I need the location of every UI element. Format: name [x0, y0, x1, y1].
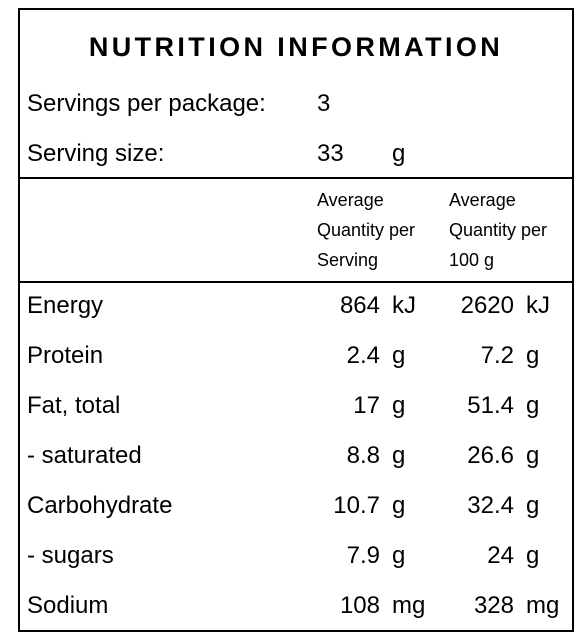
- per-100g-unit: g: [526, 442, 540, 469]
- servings-value: 3: [317, 90, 331, 117]
- per-serving-value: 7.9: [346, 542, 380, 569]
- per-100g-unit: g: [526, 342, 540, 369]
- per-serving-unit: mg: [392, 592, 426, 619]
- serving-size-label: Serving size:: [27, 140, 165, 167]
- per-serving-value: 864: [339, 292, 380, 319]
- servings-label: Servings per package:: [27, 90, 266, 117]
- nutrient-name: Protein: [27, 342, 104, 369]
- per-serving-unit: g: [392, 442, 406, 469]
- per-100g-value: 24: [487, 542, 514, 569]
- per-100g-unit: g: [526, 492, 540, 519]
- per-100g-value: 51.4: [467, 392, 514, 419]
- nutrient-name: Fat, total: [27, 392, 121, 419]
- nutrient-name: Carbohydrate: [27, 492, 173, 519]
- title: NUTRITION INFORMATION: [88, 32, 504, 62]
- per-serving-unit: g: [392, 392, 406, 419]
- serving-size-value: 33: [317, 140, 344, 167]
- per-100g-value: 26.6: [467, 442, 514, 469]
- divider: [20, 281, 572, 283]
- nutrition-panel: NUTRITION INFORMATION Servings per packa…: [18, 8, 574, 632]
- divider: [20, 177, 572, 179]
- per-100g-unit: kJ: [526, 292, 550, 319]
- per-serving-unit: g: [392, 342, 406, 369]
- per-serving-value: 2.4: [346, 342, 380, 369]
- per-serving-value: 17: [353, 392, 380, 419]
- serving-size-unit: g: [392, 140, 406, 167]
- per-100g-unit: g: [526, 392, 540, 419]
- column-header: Average Quantity per 100 g: [449, 190, 548, 270]
- per-serving-value: 8.8: [346, 442, 380, 469]
- per-serving-unit: kJ: [392, 292, 416, 319]
- per-serving-unit: g: [392, 492, 406, 519]
- per-100g-value: 7.2: [480, 342, 514, 369]
- column-header: Average Quantity per Serving: [317, 190, 416, 270]
- nutrient-name: Energy: [27, 292, 104, 319]
- per-serving-value: 108: [339, 592, 380, 619]
- per-serving-unit: g: [392, 542, 406, 569]
- nutrient-name: Sodium: [27, 592, 109, 619]
- per-100g-value: 2620: [460, 292, 514, 319]
- nutrient-name: - saturated: [27, 442, 142, 469]
- per-100g-unit: g: [526, 542, 540, 569]
- nutrient-name: - sugars: [27, 542, 114, 569]
- per-100g-unit: mg: [526, 592, 560, 619]
- per-100g-value: 32.4: [467, 492, 514, 519]
- per-100g-value: 328: [473, 592, 514, 619]
- per-serving-value: 10.7: [333, 492, 380, 519]
